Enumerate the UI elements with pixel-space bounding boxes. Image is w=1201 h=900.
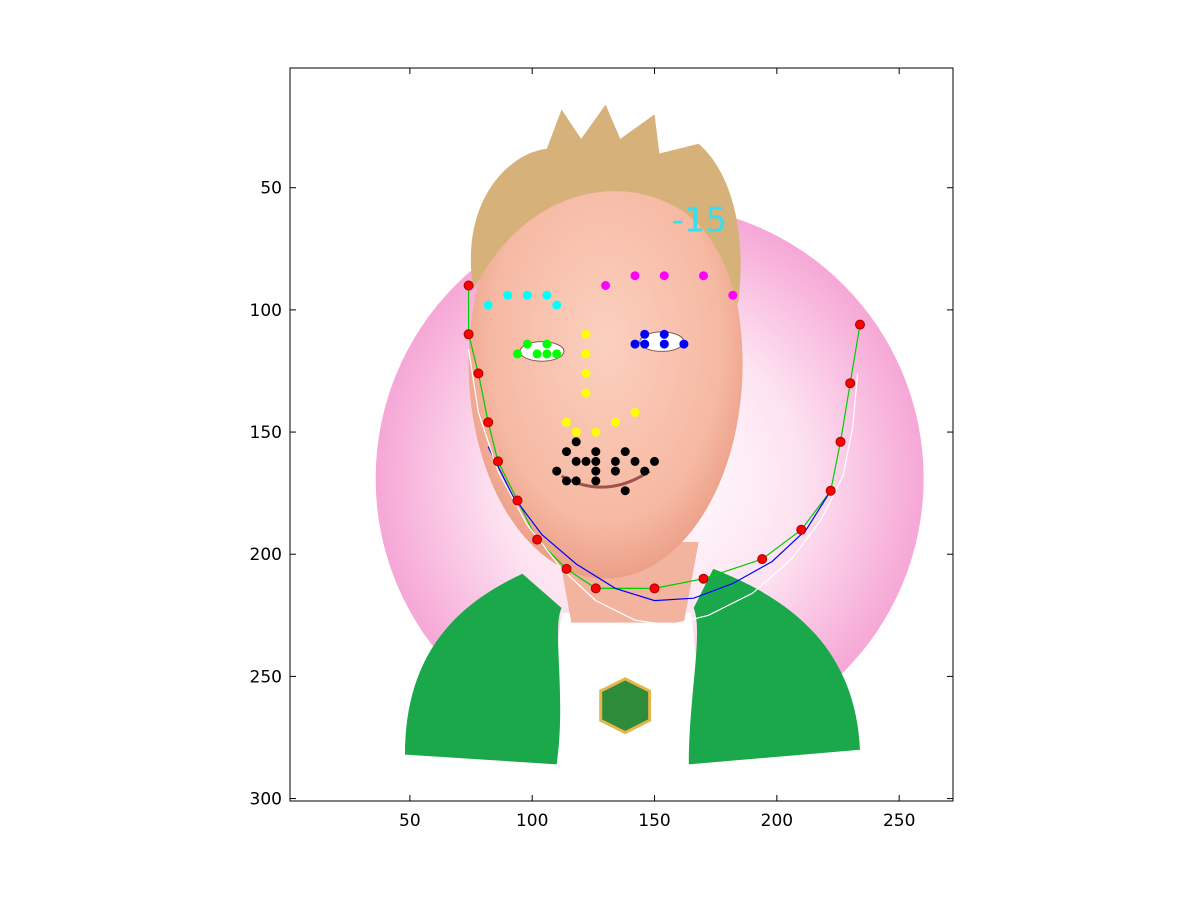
landmark-point-s3-5 — [542, 349, 552, 359]
landmark-point-s7-11 — [698, 573, 709, 584]
x-tick-label: 100 — [516, 811, 548, 831]
angle-annotation: -15 — [672, 201, 728, 241]
landmark-point-s3-6 — [552, 349, 562, 359]
face — [468, 148, 743, 579]
landmark-point-s6-12 — [591, 466, 601, 476]
landmark-point-s2-2 — [630, 271, 640, 281]
landmark-point-s1-1 — [483, 300, 493, 310]
landmark-point-s6-4 — [620, 447, 630, 457]
landmark-point-s1-2 — [503, 290, 513, 300]
landmark-point-s2-1 — [601, 281, 611, 290]
y-tick-label: 200 — [250, 545, 282, 565]
landmark-point-s6-3 — [591, 447, 601, 457]
landmark-point-s5-3 — [581, 368, 591, 378]
landmark-point-s5-7 — [591, 427, 601, 437]
landmark-point-s6-10 — [650, 456, 659, 466]
y-tick-label: 100 — [250, 301, 282, 321]
landmark-point-s7-16 — [845, 378, 856, 389]
landmark-point-s6-2 — [562, 447, 571, 457]
portrait-image — [375, 104, 924, 775]
landmark-point-s5-1 — [581, 329, 591, 339]
landmark-point-s4-4 — [659, 329, 669, 339]
axis-ticks: 50 100 150 200 250 50 100 150 200 250 300 — [250, 68, 953, 831]
landmark-point-s5-9 — [630, 408, 640, 417]
x-tick-label: 150 — [638, 811, 670, 831]
x-tick-label: 200 — [761, 811, 793, 831]
landmark-point-s4-3 — [640, 339, 650, 349]
shirt-badge — [599, 677, 652, 735]
landmark-point-s7-14 — [825, 485, 836, 496]
landmark-point-s4-6 — [679, 339, 689, 349]
landmark-point-s7-2 — [463, 329, 474, 340]
x-tick-label: 50 — [399, 811, 421, 831]
landmark-point-s7-8 — [561, 563, 572, 574]
landmark-point-s4-1 — [630, 339, 640, 349]
landmark-point-s1-4 — [542, 290, 552, 300]
landmark-point-s7-10 — [649, 583, 660, 594]
markers-layer — [463, 271, 865, 594]
landmark-point-s6-7 — [591, 456, 601, 466]
y-tick-label: 150 — [250, 423, 282, 443]
landmark-point-s6-5 — [571, 456, 581, 466]
landmark-point-s6-1 — [571, 437, 581, 447]
y-tick-label: 250 — [250, 667, 282, 687]
landmark-point-s7-17 — [855, 319, 865, 330]
axes-frame — [289, 67, 954, 802]
landmark-point-s5-8 — [610, 417, 620, 427]
landmark-point-s2-5 — [728, 290, 738, 300]
hair — [470, 104, 741, 306]
landmark-point-s5-5 — [562, 417, 571, 427]
landmark-point-s4-2 — [640, 329, 650, 339]
curve-2 — [487, 446, 832, 602]
landmark-point-s6-16 — [571, 476, 581, 486]
landmark-point-s4-5 — [659, 339, 669, 349]
landmark-point-s6-8 — [610, 456, 620, 466]
landmark-point-s7-13 — [796, 524, 807, 535]
landmark-point-s6-6 — [581, 456, 591, 466]
landmark-point-s3-2 — [522, 339, 532, 349]
landmark-point-s7-6 — [512, 495, 523, 506]
landmark-point-s6-14 — [640, 466, 650, 476]
landmark-point-s2-4 — [699, 271, 708, 281]
landmark-point-s7-1 — [463, 280, 474, 291]
landmark-point-s7-9 — [590, 583, 601, 594]
landmark-point-s6-18 — [620, 486, 630, 496]
landmark-point-s2-3 — [659, 271, 669, 281]
landmark-point-s3-3 — [532, 349, 542, 359]
landmark-point-s7-15 — [835, 436, 846, 447]
landmark-point-s6-11 — [552, 466, 562, 476]
jacket-left — [404, 573, 562, 765]
landmark-point-s3-1 — [513, 349, 522, 359]
landmark-point-s6-9 — [630, 456, 640, 466]
y-tick-label: 300 — [250, 790, 282, 810]
landmark-point-s1-5 — [552, 300, 562, 310]
landmark-point-s5-6 — [571, 427, 581, 437]
y-tick-label: 50 — [260, 179, 282, 199]
landmark-point-s7-5 — [493, 456, 503, 467]
landmark-point-s7-12 — [757, 554, 768, 565]
landmark-point-s6-15 — [562, 476, 571, 486]
landmark-point-s6-17 — [591, 476, 601, 486]
landmark-point-s7-4 — [483, 417, 494, 428]
landmark-point-s6-13 — [610, 466, 620, 476]
landmark-point-s7-7 — [532, 534, 543, 545]
landmark-point-s5-4 — [581, 388, 591, 398]
landmark-point-s1-3 — [522, 290, 532, 300]
landmark-point-s3-4 — [542, 339, 552, 349]
jacket-right — [688, 568, 861, 765]
landmark-point-s5-2 — [581, 349, 591, 359]
landmark-point-s7-3 — [473, 368, 484, 379]
x-tick-label: 250 — [883, 811, 915, 831]
